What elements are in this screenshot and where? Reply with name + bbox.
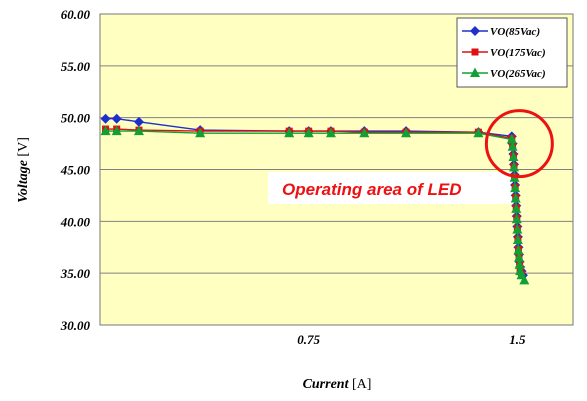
- y-tick-label: 50.00: [61, 111, 91, 126]
- y-tick-label: 35.00: [60, 266, 91, 281]
- data-point: [509, 161, 520, 172]
- data-point: [111, 125, 122, 136]
- legend-marker: [470, 26, 480, 36]
- data-point: [303, 127, 314, 138]
- annotation-circle: [484, 109, 554, 179]
- data-point: [512, 234, 523, 244]
- legend-label: VO(85Vac): [490, 26, 540, 38]
- y-tick-label: 40.00: [60, 214, 91, 229]
- annotation-label: Operating area of LED: [268, 172, 516, 204]
- legend-label: VO(265Vac): [490, 68, 546, 80]
- data-point: [100, 113, 111, 124]
- data-point: [514, 259, 525, 269]
- legend: VO(85Vac) VO(175Vac) VO(265Vac): [456, 17, 568, 88]
- x-axis-title: Current [A]: [303, 377, 372, 392]
- y-tick-labels: 30.00 35.00 40.00 45.00 50.00 55.00 60.00: [60, 7, 91, 333]
- series-3: [100, 125, 530, 285]
- y-axis-title: Voltage [V]: [16, 137, 31, 203]
- data-point: [510, 182, 521, 193]
- data-point: [511, 203, 522, 213]
- y-tick-label: 60.00: [61, 7, 91, 22]
- data-point: [133, 125, 144, 136]
- data-point: [473, 127, 484, 138]
- legend-marker: [470, 67, 480, 77]
- data-point: [133, 116, 144, 127]
- data-point: [508, 151, 519, 162]
- data-point: [401, 127, 412, 138]
- data-point: [506, 133, 517, 144]
- y-tick-label: 30.00: [60, 318, 91, 333]
- legend-marker: [471, 48, 479, 56]
- legend-label: VO(175Vac): [490, 47, 546, 59]
- x-tick-label: 0.75: [297, 332, 320, 347]
- data-point: [325, 127, 336, 138]
- data-point: [519, 274, 530, 285]
- data-point: [195, 127, 206, 138]
- data-point: [100, 125, 111, 136]
- data-point: [512, 224, 523, 234]
- legend-entry: VO(265Vac): [462, 67, 546, 80]
- y-tick-label: 45.00: [60, 163, 91, 178]
- annotation-text: Operating area of LED: [282, 180, 461, 199]
- data-point: [514, 252, 525, 262]
- x-tick-label: 1.5: [509, 332, 526, 347]
- x-tick-labels: 0.75 1.5: [297, 332, 526, 347]
- data-point: [513, 244, 524, 255]
- data-point: [510, 193, 521, 203]
- data-point: [507, 141, 518, 151]
- data-point: [111, 113, 122, 124]
- legend-entry: VO(85Vac): [462, 26, 540, 38]
- legend-entry: VO(175Vac): [462, 47, 546, 59]
- data-point: [284, 127, 295, 138]
- annotation-label-box: [268, 172, 516, 204]
- data-point: [511, 213, 522, 224]
- data-point: [359, 127, 370, 138]
- y-tick-label: 55.00: [61, 59, 91, 74]
- series-layer: [100, 113, 530, 285]
